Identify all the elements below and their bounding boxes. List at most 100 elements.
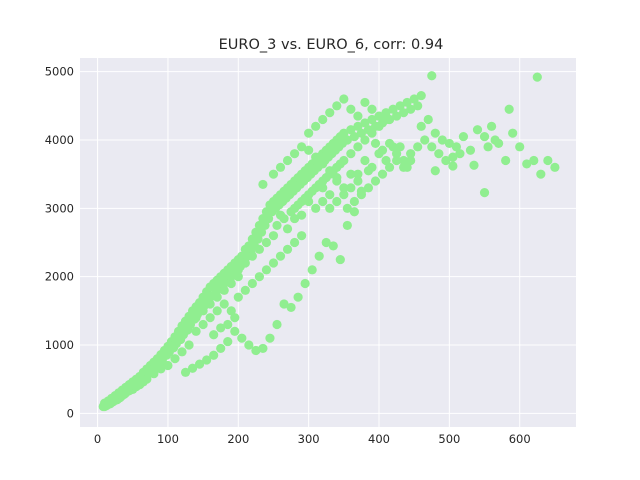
scatter-point: [260, 220, 270, 231]
scatter-point: [184, 319, 194, 330]
scatter-point: [346, 183, 356, 193]
scatter-point: [279, 213, 289, 224]
chart-title: EURO_3 vs. EURO_6, corr: 0.94: [219, 37, 444, 53]
scatter-point: [339, 183, 349, 193]
scatter-point: [216, 343, 226, 354]
scatter-point: [311, 203, 321, 213]
scatter-point: [265, 333, 275, 343]
scatter-point: [339, 190, 349, 200]
y-tick-label: 3000: [45, 201, 74, 215]
scatter-point: [289, 237, 300, 248]
scatter-point: [100, 401, 110, 412]
scatter-point: [300, 278, 310, 289]
scatter-point: [384, 138, 395, 149]
scatter-point: [360, 155, 370, 166]
scatter-point: [256, 227, 267, 237]
scatter-point: [195, 359, 205, 369]
x-tick-label: 500: [438, 432, 460, 446]
scatter-point: [304, 145, 314, 155]
scatter-point: [272, 319, 282, 330]
scatter-point: [483, 142, 493, 152]
scatter-point: [314, 251, 324, 261]
scatter-point: [321, 172, 331, 183]
scatter-point: [367, 114, 377, 125]
scatter-point: [515, 142, 525, 152]
scatter-point: [332, 101, 342, 111]
scatter-point: [395, 142, 405, 152]
scatter-point: [254, 272, 265, 282]
scatter-point: [353, 142, 363, 152]
scatter-point: [416, 90, 426, 101]
scatter-point: [258, 179, 268, 190]
scatter-point: [353, 111, 363, 121]
scatter-point: [377, 169, 388, 179]
scatter-point: [458, 131, 469, 142]
scatter-point: [328, 241, 338, 251]
scatter-point: [233, 292, 243, 302]
scatter-point: [381, 155, 391, 166]
scatter-point: [247, 278, 257, 289]
scatter-point: [501, 155, 511, 166]
scatter-point: [226, 272, 236, 282]
scatter-point: [342, 203, 352, 213]
scatter-point: [353, 176, 363, 186]
scatter-point: [479, 188, 490, 198]
scatter-point: [237, 333, 247, 343]
scatter-point: [420, 135, 430, 145]
scatter-point: [275, 251, 286, 261]
scatter-point: [226, 306, 236, 316]
scatter-point: [117, 390, 127, 401]
scatter-point: [543, 155, 553, 166]
scatter-point: [406, 149, 416, 159]
scatter-point: [170, 354, 180, 364]
scatter-point: [219, 285, 229, 295]
scatter-point: [367, 128, 377, 138]
scatter-point: [184, 340, 194, 350]
scatter-point: [318, 196, 328, 207]
y-tick-label: 1000: [45, 338, 74, 352]
scatter-point: [205, 299, 215, 309]
scatter-point: [275, 162, 286, 172]
y-tick-label: 4000: [45, 133, 74, 147]
scatter-point: [282, 155, 293, 166]
scatter-point: [318, 114, 328, 125]
y-tick-label: 5000: [45, 65, 74, 79]
scatter-point: [377, 145, 388, 155]
x-tick-label: 300: [298, 432, 320, 446]
scatter-point: [251, 345, 261, 356]
scatter-point: [441, 155, 451, 166]
x-tick-label: 400: [368, 432, 390, 446]
scatter-point: [219, 278, 229, 289]
x-tick-label: 100: [157, 432, 179, 446]
scatter-point: [289, 149, 300, 159]
scatter-point: [346, 125, 356, 135]
scatter-point: [110, 395, 120, 405]
scatter-point: [399, 155, 409, 166]
scatter-point: [335, 254, 345, 265]
scatter-point: [406, 155, 416, 166]
scatter-point: [332, 196, 342, 207]
scatter-point: [247, 251, 257, 261]
scatter-point: [399, 108, 409, 118]
scatter-point: [342, 220, 352, 231]
scatter-point: [177, 326, 187, 336]
scatter-point: [328, 166, 338, 176]
scatter-point: [202, 355, 212, 365]
scatter-point: [409, 94, 419, 104]
scatter-point: [191, 326, 201, 336]
scatter-point: [212, 285, 222, 295]
scatter-point: [261, 237, 272, 248]
scatter-point: [332, 172, 342, 183]
scatter-point: [293, 200, 303, 210]
scatter-point: [381, 114, 391, 125]
scatter-point: [253, 234, 263, 244]
scatter-point: [282, 224, 293, 234]
x-tick-label: 600: [509, 432, 531, 446]
scatter-point: [279, 299, 289, 309]
scatter-point: [314, 179, 324, 190]
scatter-point: [430, 166, 440, 176]
scatter-point: [356, 190, 367, 200]
scatter-point: [131, 382, 141, 392]
y-tick-label: 2000: [45, 270, 74, 284]
scatter-point: [391, 111, 402, 121]
